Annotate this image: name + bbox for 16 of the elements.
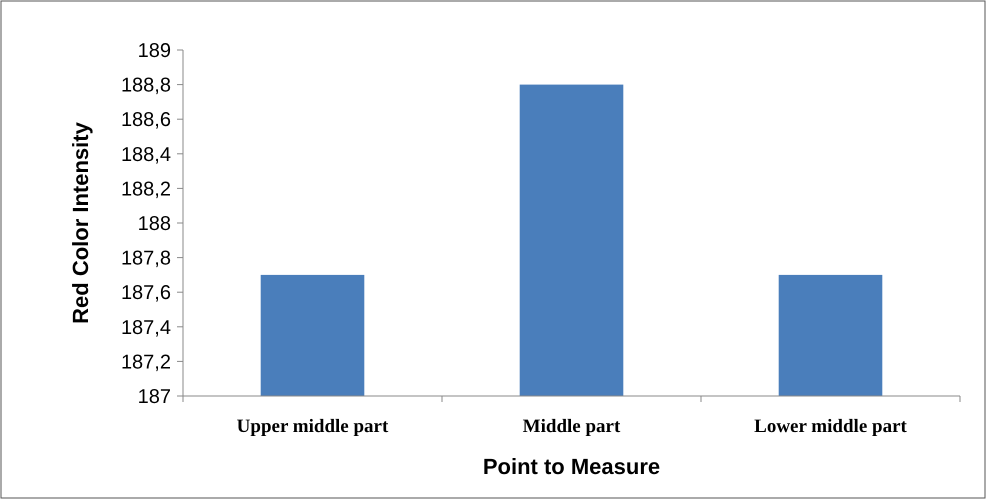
y-tick-label: 188,8 — [120, 74, 171, 97]
y-tick-label: 187,8 — [120, 248, 171, 270]
x-tick-label: Upper middle part — [236, 416, 389, 437]
y-tick-label: 188,2 — [120, 178, 171, 200]
y-tick-label: 187,4 — [120, 316, 171, 339]
y-tick-label: 187,6 — [120, 282, 171, 304]
y-tick-label: 188,6 — [120, 109, 171, 132]
y-tick-label: 187,2 — [120, 351, 171, 374]
x-axis-title: Point to Measure — [482, 454, 660, 479]
y-tick-label: 188 — [138, 213, 171, 235]
y-tick-label: 188,4 — [120, 144, 171, 166]
y-tick-label: 189 — [138, 40, 171, 62]
y-tick-label: 187 — [138, 386, 171, 408]
y-axis-title: Red Color Intensity — [68, 121, 93, 324]
x-tick-label: Lower middle part — [754, 416, 908, 437]
x-tick-label: Middle part — [522, 416, 621, 437]
